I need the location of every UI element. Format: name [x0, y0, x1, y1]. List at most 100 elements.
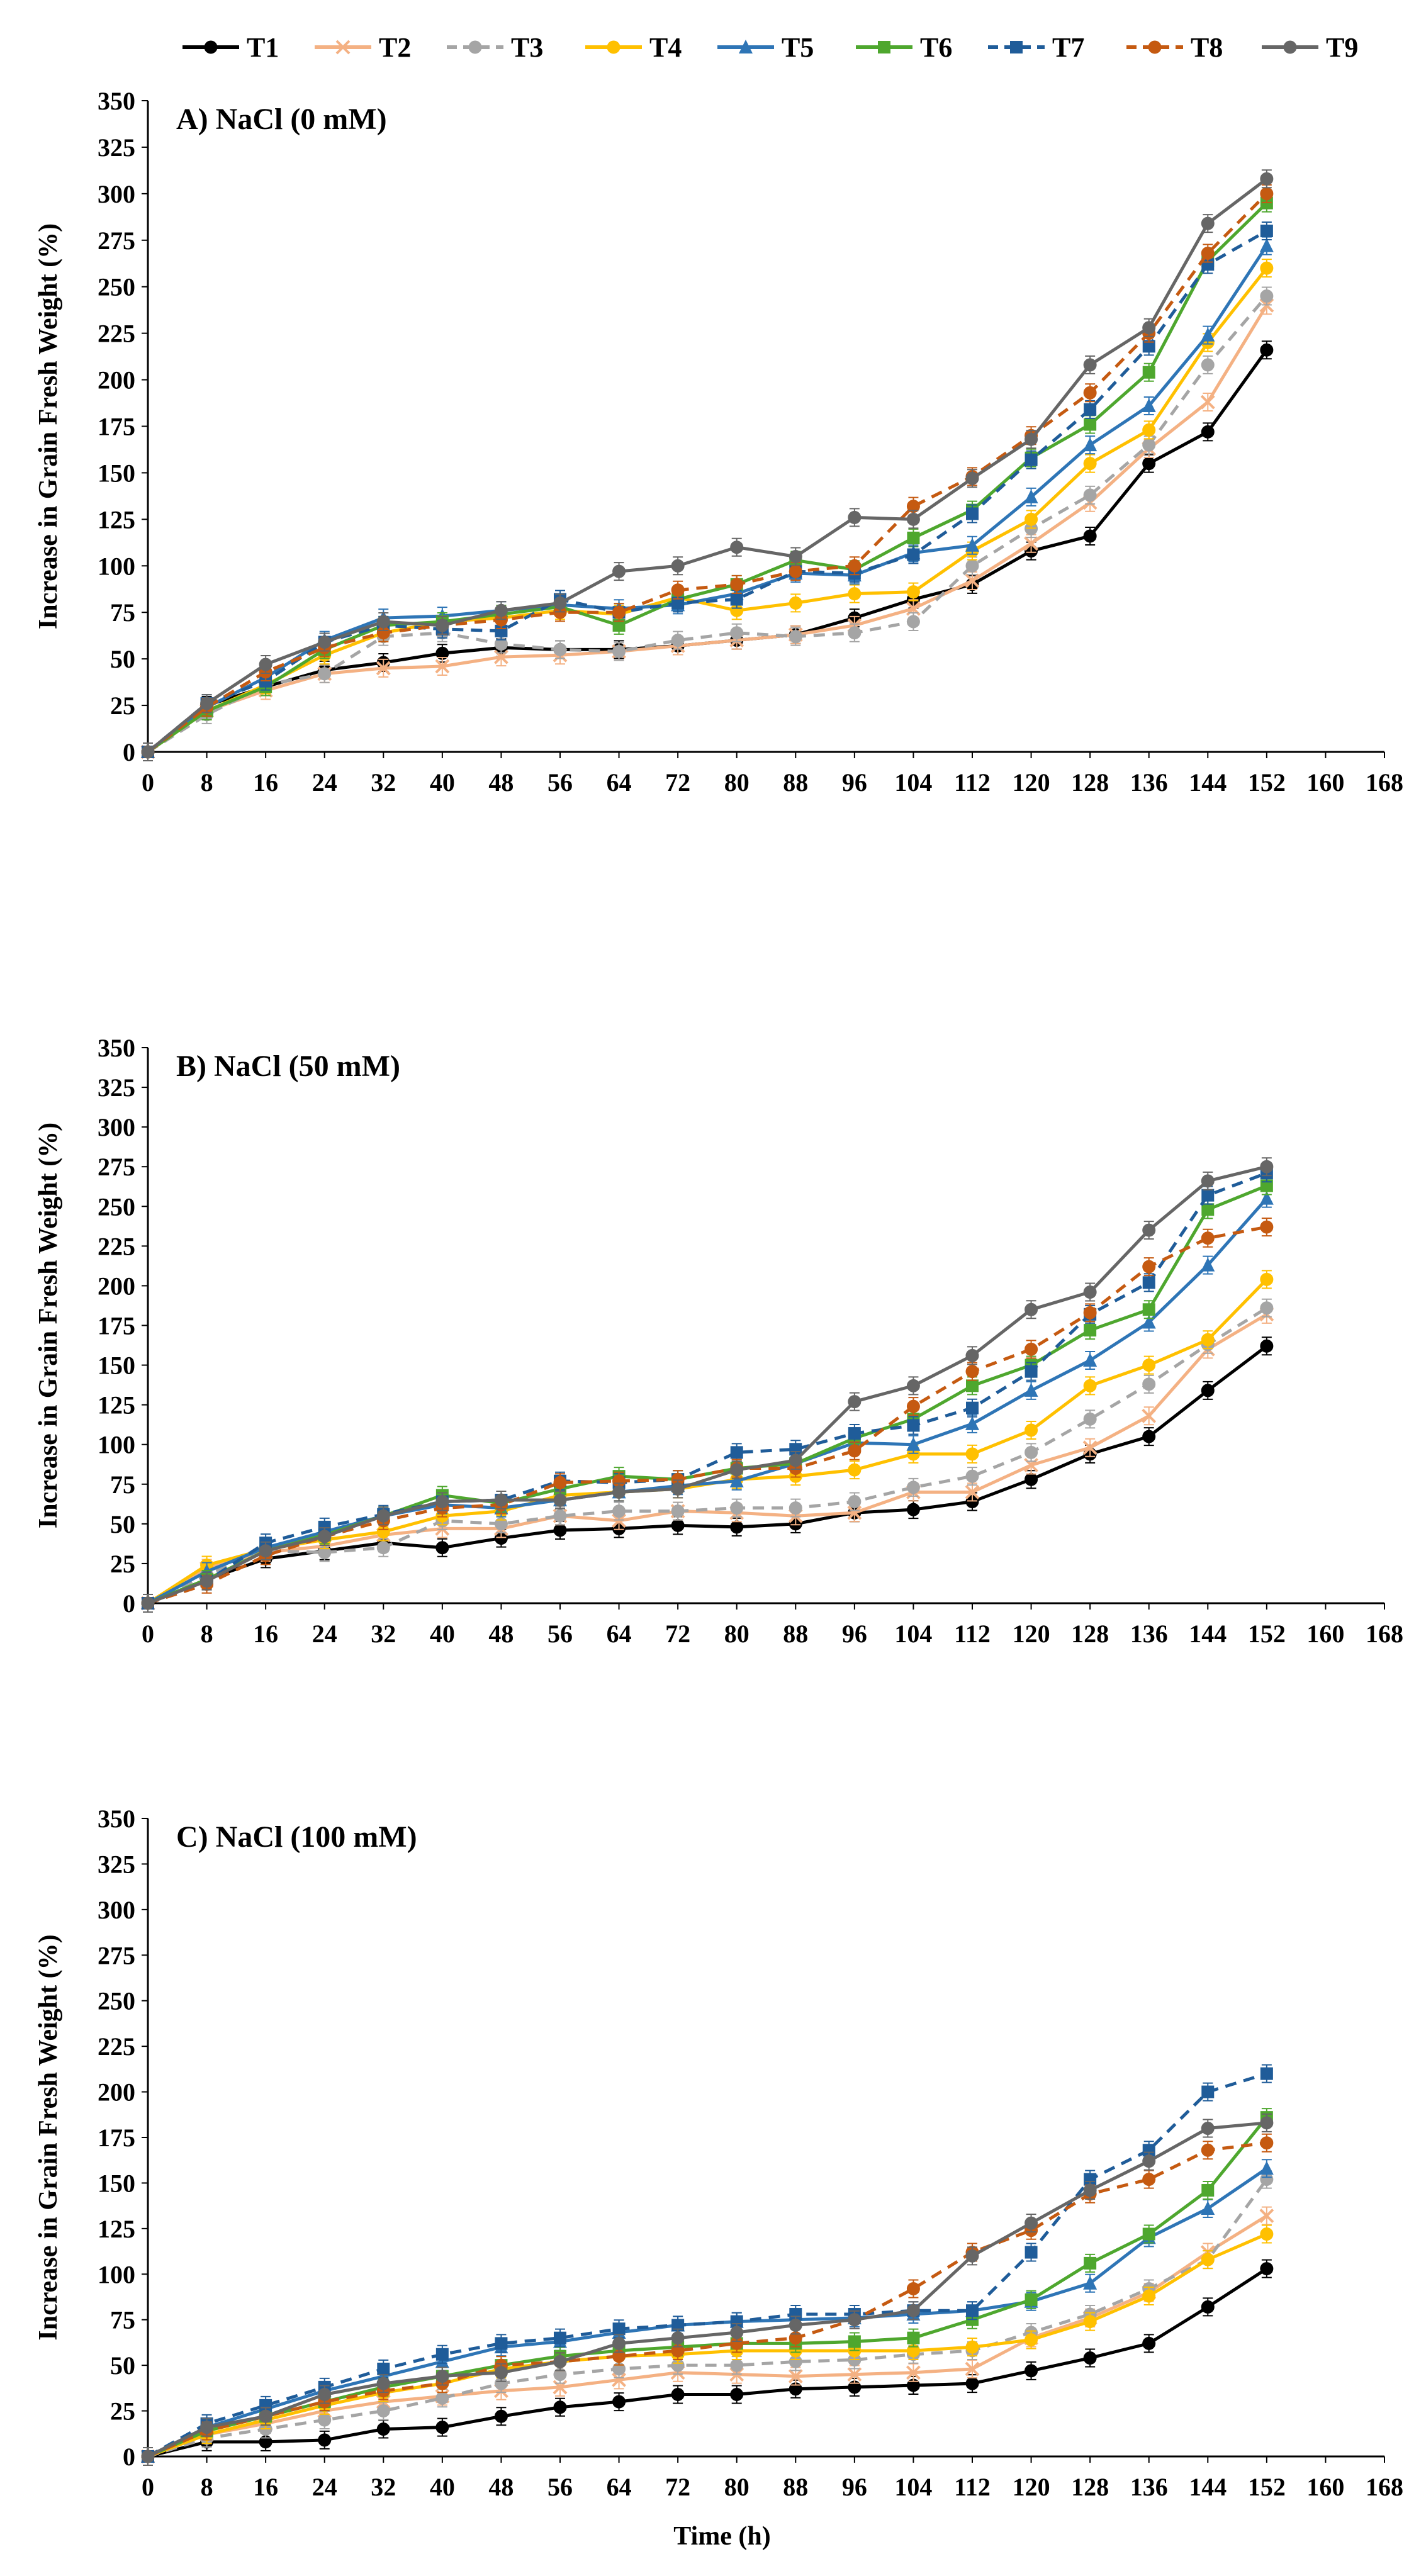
- y-tick-label: 175: [98, 2124, 135, 2152]
- data-point: [1083, 1285, 1097, 1299]
- data-point: [612, 2372, 626, 2387]
- y-axis-label: Increase in Grain Fresh Weight (%): [34, 223, 63, 629]
- y-tick-label: 175: [98, 1312, 135, 1340]
- x-tick-label: 48: [488, 2473, 514, 2501]
- data-point: [789, 564, 802, 578]
- data-point: [671, 596, 685, 610]
- x-axis-label: Time (h): [673, 2522, 770, 2551]
- data-point: [435, 2370, 449, 2383]
- series-t9: [141, 2113, 1274, 2466]
- y-tick-label: 325: [98, 1073, 135, 1102]
- data-point: [318, 667, 332, 681]
- data-point: [318, 1520, 331, 1533]
- data-point: [730, 1520, 744, 1534]
- y-tick-label: 300: [98, 1896, 135, 1924]
- data-point: [494, 2366, 508, 2380]
- data-point: [1084, 1324, 1097, 1337]
- x-tick-label: 80: [724, 1620, 749, 1648]
- data-point: [494, 1493, 508, 1507]
- data-point: [965, 559, 979, 573]
- y-tick-label: 0: [123, 2443, 135, 2471]
- legend-label-t8: T8: [1191, 32, 1223, 63]
- data-point: [435, 2391, 449, 2405]
- data-point: [1083, 358, 1097, 372]
- x-tick-label: 88: [783, 1620, 808, 1648]
- data-point: [376, 2404, 390, 2418]
- data-point: [1024, 536, 1038, 551]
- data-point: [1142, 1303, 1155, 1316]
- x-tick-label: 64: [607, 768, 632, 797]
- x-tick-label: 136: [1130, 1620, 1168, 1648]
- data-point: [1142, 2227, 1155, 2241]
- data-point: [1025, 1302, 1038, 1316]
- data-point: [1201, 1189, 1215, 1202]
- data-point: [1201, 1203, 1215, 1216]
- data-point: [1142, 1223, 1156, 1237]
- legend-label-t7: T7: [1052, 32, 1084, 63]
- series-line-t3: [147, 1306, 1268, 1605]
- data-point: [1142, 398, 1156, 412]
- data-point: [848, 626, 862, 640]
- data-point: [906, 512, 920, 526]
- data-point: [318, 1530, 332, 1543]
- data-point: [966, 2304, 979, 2317]
- y-tick-label: 150: [98, 459, 135, 487]
- data-point: [1142, 423, 1156, 437]
- data-point: [1025, 2216, 1038, 2230]
- data-point: [789, 550, 802, 563]
- x-tick-label: 0: [142, 1620, 154, 1648]
- x-tick-label: 112: [954, 1620, 991, 1648]
- data-point: [1083, 2275, 1098, 2290]
- legend-label-t4: T4: [649, 32, 682, 63]
- data-point: [671, 583, 685, 597]
- y-tick-label: 0: [123, 738, 135, 766]
- data-point: [1025, 1365, 1038, 1378]
- legend-label-t6: T6: [920, 32, 952, 63]
- panel-title: A) NaCl (0 mM): [176, 103, 387, 136]
- data-point: [1083, 1306, 1097, 1319]
- y-axis-label: Increase in Grain Fresh Weight (%): [34, 1934, 63, 2340]
- data-point: [671, 1518, 685, 1532]
- data-point: [906, 2304, 920, 2317]
- legend-marker-t5: [739, 40, 753, 53]
- y-tick-label: 275: [98, 1153, 135, 1181]
- data-point: [1084, 418, 1097, 431]
- data-point: [553, 2355, 567, 2368]
- x-tick-label: 120: [1013, 768, 1050, 797]
- data-point: [1260, 2136, 1274, 2150]
- x-tick-label: 40: [430, 1620, 455, 1648]
- y-tick-label: 125: [98, 2215, 135, 2243]
- panel-title: B) NaCl (50 mM): [176, 1050, 400, 1083]
- data-point: [789, 1443, 802, 1456]
- data-point: [1201, 2085, 1215, 2098]
- x-tick-label: 8: [201, 768, 213, 797]
- data-point: [1083, 2351, 1097, 2365]
- data-point: [906, 615, 920, 629]
- y-tick-label: 150: [98, 1352, 135, 1380]
- data-point: [1260, 343, 1274, 357]
- y-tick-label: 275: [98, 1941, 135, 1969]
- legend-marker-t8: [1148, 40, 1162, 54]
- data-point: [671, 2387, 685, 2401]
- data-point: [1260, 1220, 1274, 1234]
- x-tick-label: 64: [607, 2473, 632, 2501]
- x-tick-label: 96: [842, 1620, 867, 1648]
- data-point: [965, 2249, 979, 2263]
- data-point: [730, 626, 744, 640]
- x-tick-label: 0: [142, 768, 154, 797]
- x-tick-label: 8: [201, 1620, 213, 1648]
- x-tick-label: 72: [665, 1620, 690, 1648]
- data-point: [1260, 1301, 1274, 1315]
- data-point: [612, 1485, 626, 1499]
- data-point: [1083, 457, 1097, 471]
- data-point: [376, 2422, 390, 2436]
- panel-a: 0 25 50 75 100 125 150 175 200 225 250 275 300 325 350…: [34, 87, 1403, 797]
- data-point: [730, 2387, 744, 2401]
- y-axis-label: Increase in Grain Fresh Weight (%): [34, 1123, 63, 1528]
- x-tick-label: 160: [1306, 768, 1344, 797]
- data-point: [788, 2369, 803, 2383]
- data-point: [1025, 1445, 1038, 1459]
- data-point: [1260, 1179, 1273, 1192]
- x-tick-label: 64: [607, 1620, 632, 1648]
- data-point: [671, 2331, 685, 2345]
